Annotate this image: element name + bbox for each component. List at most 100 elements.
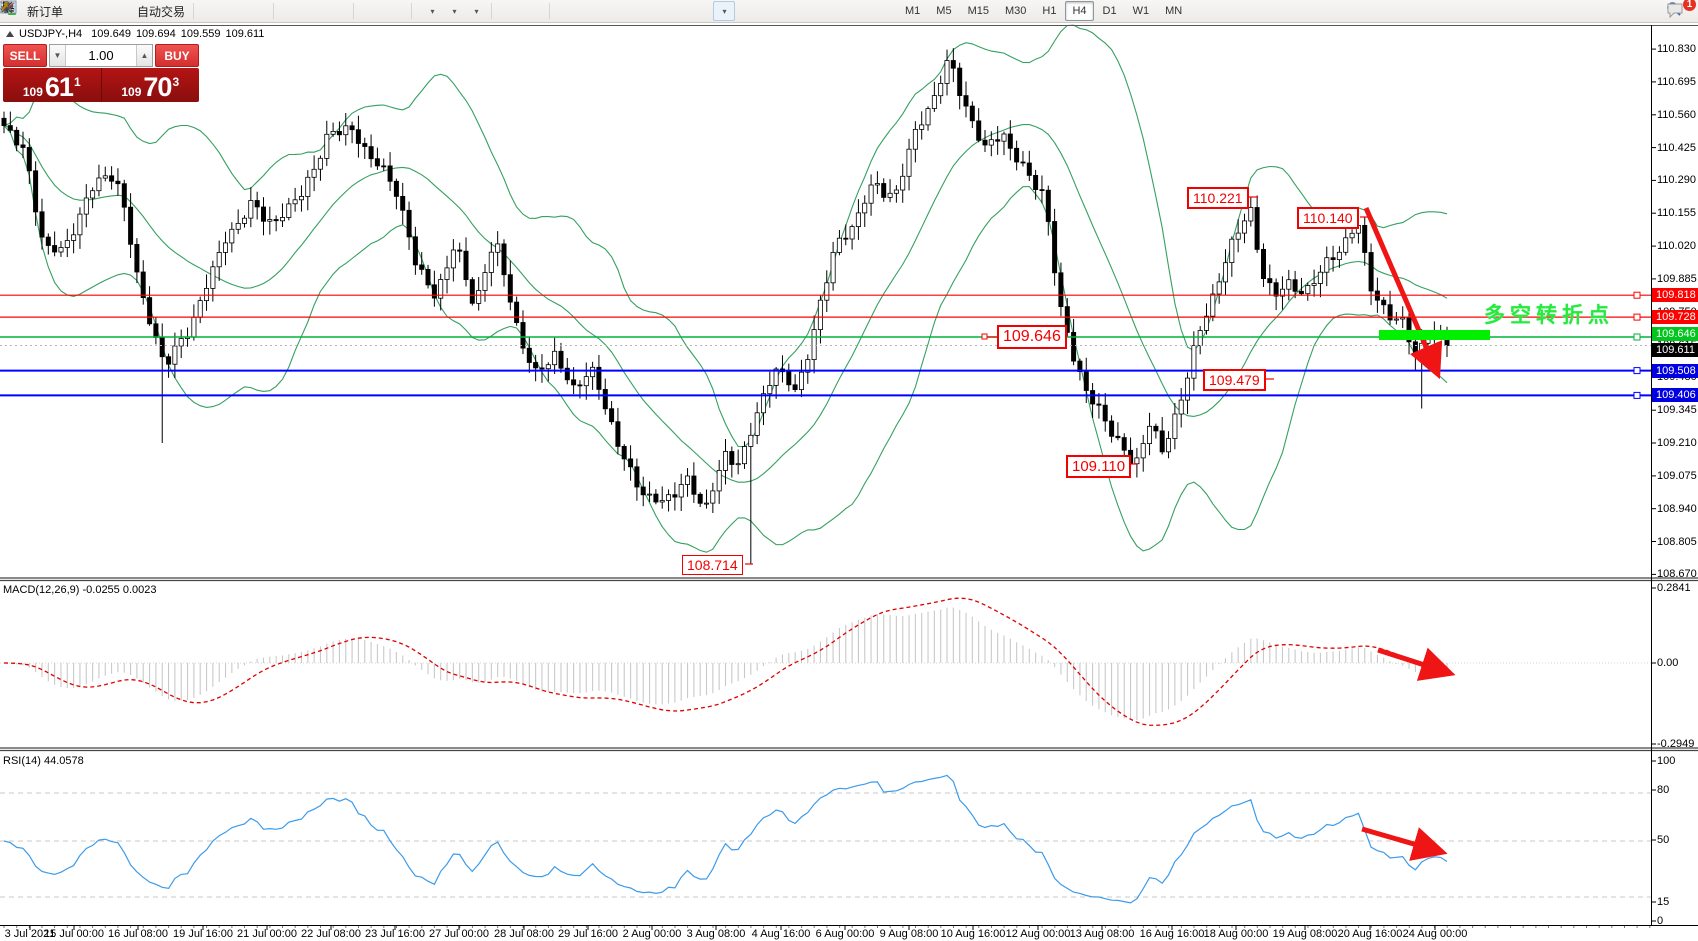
volume-spinner: ▼ ▲ (49, 44, 153, 67)
red-trend-arrow[interactable] (1363, 207, 1443, 380)
periods-dropdown-caret: ▾ (452, 6, 457, 16)
red-trend-arrow[interactable] (1361, 826, 1448, 861)
volume-input[interactable] (66, 45, 136, 66)
horizontal-level-lines[interactable] (0, 291, 1651, 399)
tile-windows-button[interactable] (1, 1, 349, 21)
price-axis-tick-108.670: 108.670 (1657, 568, 1697, 581)
autotrading-button[interactable]: 自动交易 (0, 0, 189, 21)
time-axis-label: 4 Aug 16:00 (751, 928, 811, 940)
time-axis-label: 9 Aug 08:00 (879, 928, 939, 940)
timeframe-group: M1 M5 M15 M30 H1 H4 D1 W1 MN (897, 1, 1190, 21)
time-axis-label: 15 Jul 00:00 (44, 928, 104, 940)
horizontal-line-tool-button[interactable] (1, 1, 603, 21)
timeframe-d1-button[interactable]: D1 (1102, 5, 1117, 17)
price-axis-box-109.508: 109.508 (1652, 363, 1698, 378)
price-axis-tick-110.560: 110.560 (1657, 108, 1696, 121)
new-order-button[interactable]: 新订单 (0, 0, 67, 21)
timeframe-w1-button[interactable]: W1 (1132, 5, 1150, 17)
chat-bubble-icon (1667, 3, 1683, 19)
bid-price-point: 1 (73, 75, 81, 89)
time-axis-label: 12 Aug 00:00 (1005, 928, 1071, 940)
macd-histogram (9, 607, 1448, 720)
time-axis-label: 20 Aug 16:00 (1337, 928, 1403, 940)
price-callout-109.479[interactable]: 109.479 (1203, 369, 1266, 391)
bid-price[interactable]: 109 61 1 (3, 68, 102, 102)
text-label-tool-button[interactable]: T (0, 0, 713, 21)
price-axis-tick-109.210: 109.210 (1657, 437, 1697, 450)
trendline-tool-button[interactable] (1, 1, 625, 21)
timeframe-m15-button[interactable]: M15 (967, 5, 989, 17)
svg-text:A: A (2, 0, 11, 14)
price-callout-109.110[interactable]: 109.110 (1066, 455, 1132, 478)
volume-decrease-button[interactable]: ▼ (50, 45, 66, 66)
timeframe-mn-button[interactable]: MN (1165, 5, 1183, 17)
macd-axis--0.2949: -0.2949 (1657, 738, 1695, 750)
indicators-dropdown-caret: ▾ (430, 6, 435, 16)
price-axis-tick-109.075: 109.075 (1657, 469, 1697, 482)
toolbar-right-group: 1 (1666, 0, 1696, 21)
chart-shift-button[interactable] (2, 1, 385, 21)
green-highlight-marker[interactable] (1379, 330, 1490, 340)
timeframe-m1-button[interactable]: M1 (905, 5, 921, 17)
volume-increase-button[interactable]: ▲ (136, 45, 152, 66)
macd-axis-0.00: 0.00 (1657, 657, 1679, 669)
periods-button[interactable]: ▾ (1, 1, 465, 21)
turning-point-annotation[interactable]: 多空转折点 (1484, 304, 1614, 327)
auto-scroll-button[interactable] (2, 1, 407, 21)
vertical-line-tool-button[interactable] (4, 1, 581, 21)
buy-button[interactable]: BUY (155, 44, 199, 67)
ohlc-high: 109.694 (135, 28, 176, 40)
channel-tool-button[interactable]: E (0, 1, 647, 21)
toolbar-separator (411, 3, 418, 19)
timeframe-h4-button[interactable]: H4 (1065, 1, 1094, 21)
price-callout-110.140[interactable]: 110.140 (1297, 207, 1359, 229)
price-axis-box-109.646: 109.646 (1652, 327, 1698, 342)
price-callout-108.714[interactable]: 108.714 (682, 555, 743, 575)
bid-price-big-figure: 109 (22, 85, 43, 99)
red-trend-arrow[interactable] (1377, 647, 1456, 681)
rsi-line (3, 774, 1448, 904)
signals-button[interactable] (0, 1, 133, 21)
cursor-tool-button[interactable] (3, 1, 523, 21)
macd-label: MACD(12,26,9) -0.0255 0.0023 (3, 584, 157, 596)
notifications-button[interactable]: 1 (1666, 0, 1696, 20)
text-tool-button[interactable]: A (2, 0, 691, 21)
time-axis-label: 23 Jul 16:00 (365, 928, 425, 940)
price-callout-110.221[interactable]: 110.221 (1187, 187, 1249, 209)
arrows-tool-button[interactable]: ▾ (1, 1, 736, 21)
price-callout-109.646[interactable]: 109.646 (997, 325, 1067, 349)
time-axis-label: 10 Aug 16:00 (940, 928, 1006, 940)
ask-price[interactable]: 109 70 3 (102, 68, 200, 102)
ohlc-open: 109.649 (91, 28, 131, 40)
rsi-axis-100: 100 (1657, 755, 1676, 767)
sell-button[interactable]: SELL (3, 44, 47, 67)
templates-button[interactable]: ▾ (0, 0, 487, 21)
timeframe-m30-button[interactable]: M30 (1004, 5, 1027, 17)
price-axis-tick-110.020: 110.020 (1657, 240, 1696, 253)
line-chart-mode-button[interactable] (0, 1, 269, 21)
market-watch-button[interactable] (0, 1, 89, 21)
crosshair-tool-button[interactable] (1, 1, 545, 21)
price-axis-tick-109.885: 109.885 (1657, 272, 1697, 285)
fibonacci-tool-button[interactable]: F (1, 1, 669, 21)
bar-chart-mode-button[interactable] (1, 1, 225, 21)
timeframe-m5-button[interactable]: M5 (936, 5, 952, 17)
rsi-axis-80: 80 (1657, 784, 1670, 796)
zoom-out-button[interactable] (1, 1, 327, 21)
data-window-button[interactable] (0, 0, 111, 21)
price-axis-tick-110.155: 110.155 (1657, 207, 1696, 220)
new-order-label: 新订单 (27, 4, 64, 19)
candlestick-mode-button[interactable] (2, 1, 247, 21)
text-label-icon: T (0, 0, 15, 14)
autotrading-label: 自动交易 (137, 4, 186, 19)
text-icon: A (2, 0, 11, 14)
indicators-button[interactable]: ▾ (0, 1, 443, 21)
ask-price-point: 3 (172, 75, 180, 89)
zoom-in-button[interactable] (1, 1, 305, 21)
rsi-axis-15: 15 (1657, 896, 1670, 908)
timeframe-h1-button[interactable]: H1 (1042, 5, 1057, 17)
price-axis-box-109.818: 109.818 (1652, 288, 1698, 303)
top-toolbar: 新订单 自动交易 (0, 0, 1698, 23)
